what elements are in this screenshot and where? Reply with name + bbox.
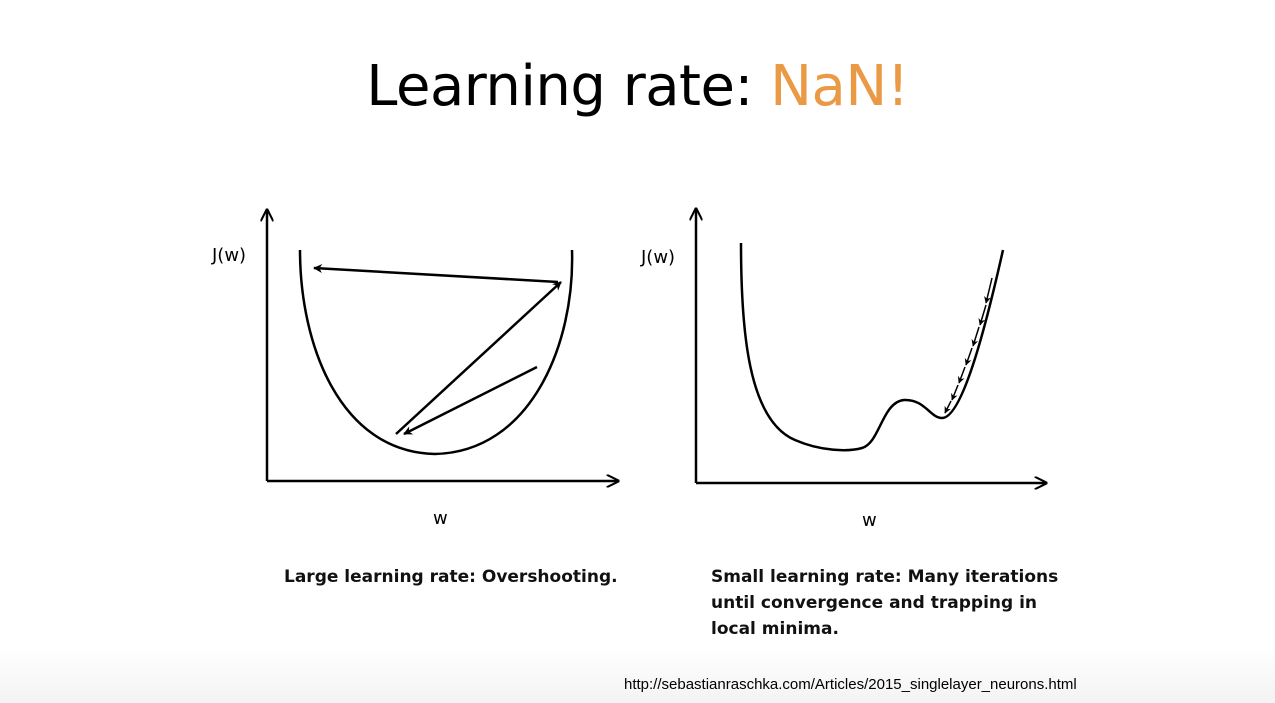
left-diagram: J(w) w bbox=[211, 210, 618, 529]
overshoot-arrow-3 bbox=[313, 263, 559, 284]
small-step-arrow bbox=[971, 326, 980, 347]
slide-title: Learning rate: NaN! bbox=[0, 52, 1275, 122]
source-url: http://sebastianraschka.com/Articles/201… bbox=[624, 676, 1077, 693]
small-step-arrow bbox=[944, 400, 952, 414]
small-step-arrow bbox=[984, 277, 993, 304]
right-cost-curve bbox=[739, 242, 1005, 452]
small-step-arrow bbox=[951, 384, 959, 401]
right-caption: Small learning rate: Many iterations unt… bbox=[711, 567, 1059, 639]
right-diagram: J(w) w bbox=[640, 209, 1046, 531]
title-prefix: Learning rate: bbox=[366, 54, 771, 119]
right-x-label: w bbox=[862, 510, 877, 531]
overshoot-arrow-1 bbox=[403, 365, 538, 436]
small-step-arrow bbox=[978, 304, 987, 326]
title-accent: NaN! bbox=[770, 54, 909, 119]
left-x-label: w bbox=[433, 508, 448, 529]
right-y-label: J(w) bbox=[640, 247, 675, 268]
left-caption: Large learning rate: Overshooting. bbox=[284, 567, 618, 587]
small-step-arrow bbox=[964, 347, 973, 366]
left-y-label: J(w) bbox=[211, 245, 246, 266]
overshoot-arrow-2 bbox=[395, 281, 562, 435]
small-step-arrow bbox=[957, 366, 966, 384]
small-step-arrows bbox=[944, 277, 993, 414]
left-cost-curve bbox=[298, 249, 574, 456]
